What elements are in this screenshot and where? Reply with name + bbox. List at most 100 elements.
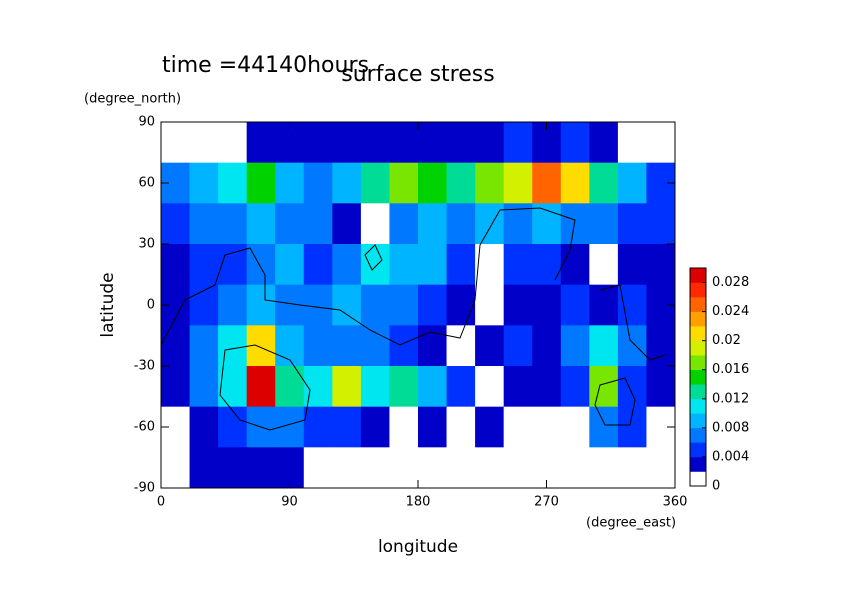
axes: 0 90 180 270 360 -90 -60 -30 0 30 60 90 — [134, 115, 688, 510]
field-cell — [503, 122, 533, 164]
colorbar-tick-label: 0.028 — [712, 275, 749, 290]
field-cell — [475, 284, 505, 326]
field-cell — [303, 447, 333, 489]
field-cell — [446, 122, 476, 164]
field-cell — [617, 325, 647, 367]
colorbar-tick-label: 0.012 — [712, 391, 749, 406]
field-cell — [389, 162, 419, 204]
field-cell — [589, 244, 619, 286]
field-cell — [617, 284, 647, 326]
colorbar-tick-label: 0 — [712, 479, 720, 494]
coastline — [219, 344, 311, 431]
field-cell — [589, 162, 619, 204]
field-cell — [589, 284, 619, 326]
colorbar-band — [690, 427, 706, 443]
field-cell — [418, 162, 448, 204]
field-cell — [246, 122, 276, 164]
field-cell — [218, 284, 248, 326]
y-axis-label: latitude — [98, 272, 118, 337]
field-cell — [446, 325, 476, 367]
field-cell — [360, 203, 390, 245]
field-cell — [189, 447, 219, 489]
field-cell — [475, 406, 505, 448]
field-cell — [503, 406, 533, 448]
field-cell — [418, 447, 448, 489]
field-cell — [418, 122, 448, 164]
field-cell — [360, 325, 390, 367]
field-cell — [446, 162, 476, 204]
colorbar-band — [690, 442, 706, 458]
x-axis-label: longitude — [378, 537, 458, 557]
field-cell — [246, 366, 276, 408]
field-cell — [646, 203, 676, 245]
field-cell — [532, 284, 562, 326]
field-cell — [332, 366, 362, 408]
y-tick-label: 30 — [138, 237, 155, 252]
field-cell — [532, 162, 562, 204]
y-tick-label: -90 — [134, 481, 155, 496]
field-cell — [560, 203, 590, 245]
field-cell — [389, 447, 419, 489]
field-cell — [275, 162, 305, 204]
field-cell — [532, 406, 562, 448]
colorbar: 0 0.004 0.008 0.012 0.016 0.02 0.024 0.028 — [689, 267, 749, 494]
coastline — [160, 207, 576, 346]
coastlines — [160, 207, 666, 431]
field-cell — [275, 203, 305, 245]
field-cell — [589, 203, 619, 245]
field-cell — [503, 447, 533, 489]
field-cell — [418, 284, 448, 326]
field-cell — [161, 244, 191, 286]
field-cell — [360, 366, 390, 408]
coastline — [594, 377, 636, 426]
field-cell — [303, 122, 333, 164]
field-cell — [161, 203, 191, 245]
field-cell — [560, 122, 590, 164]
field-cell — [617, 366, 647, 408]
colorbar-band — [690, 326, 706, 341]
field-cell — [332, 447, 362, 489]
field-cell — [360, 447, 390, 489]
field-cell — [617, 162, 647, 204]
colorbar-band — [690, 456, 706, 472]
field-cell — [218, 162, 248, 204]
field-cell — [389, 122, 419, 164]
field-cell — [389, 203, 419, 245]
field-cell — [503, 284, 533, 326]
x-unit: (degree_east) — [586, 516, 676, 531]
field-cell — [475, 122, 505, 164]
field-cell — [389, 325, 419, 367]
field-cell — [617, 244, 647, 286]
field-cell — [475, 366, 505, 408]
field-cell — [560, 162, 590, 204]
field-cell — [161, 122, 191, 164]
field-cell — [646, 447, 676, 489]
x-tick-label: 0 — [157, 495, 165, 510]
field-cell — [218, 122, 248, 164]
field-cell — [503, 203, 533, 245]
field-cell — [475, 162, 505, 204]
y-tick-label: -30 — [134, 359, 155, 374]
field-cell — [360, 122, 390, 164]
field-cell — [389, 284, 419, 326]
field-cell — [418, 325, 448, 367]
field-cell — [275, 366, 305, 408]
field-cell — [246, 162, 276, 204]
field-cell — [189, 203, 219, 245]
field-cell — [189, 366, 219, 408]
colorbar-tick-label: 0.02 — [712, 333, 741, 348]
field-cell — [617, 122, 647, 164]
field-cell — [360, 162, 390, 204]
field-cell — [332, 406, 362, 448]
field-cell — [303, 325, 333, 367]
field-cell — [503, 244, 533, 286]
field-cell — [246, 284, 276, 326]
x-tick-label: 90 — [281, 495, 298, 510]
colorbar-band — [690, 268, 706, 283]
coastline — [599, 284, 666, 361]
field-cell — [646, 244, 676, 286]
field-cell — [189, 244, 219, 286]
field-cell — [189, 406, 219, 448]
field-cell — [532, 325, 562, 367]
